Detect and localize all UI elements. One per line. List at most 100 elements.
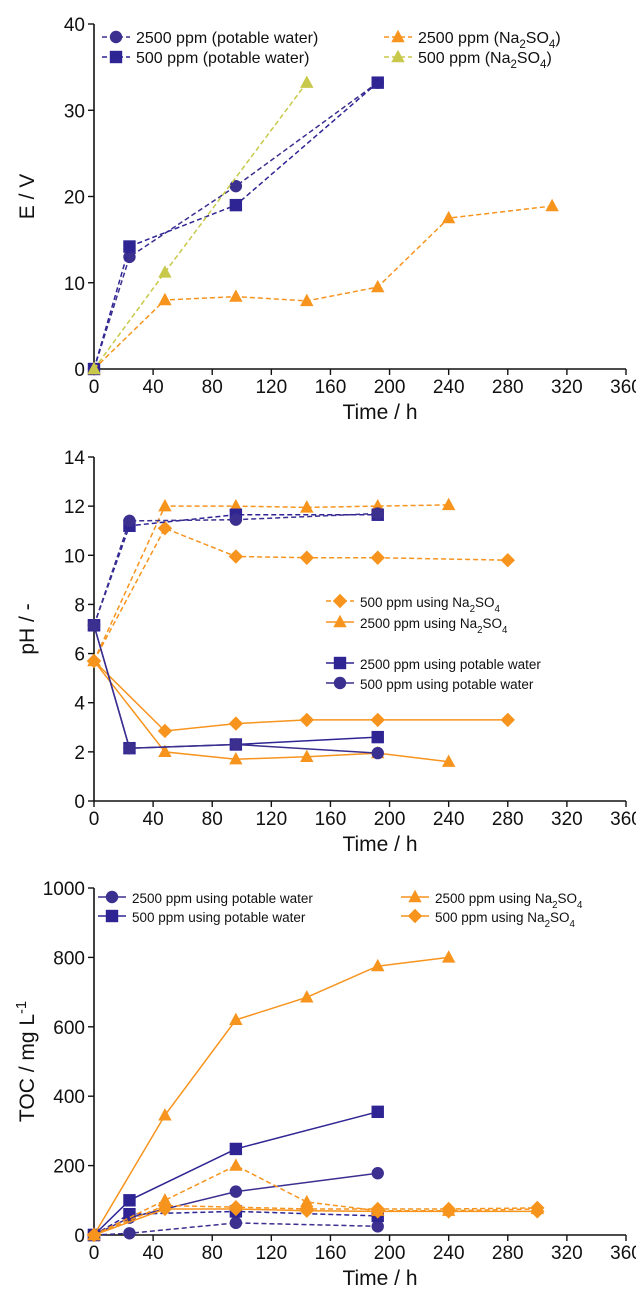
y-axis-title: TOC / mg L-1 [14, 1001, 39, 1122]
series-line [93, 82, 308, 370]
data-point [123, 1227, 136, 1240]
data-point [441, 1201, 456, 1217]
data-point [229, 498, 243, 512]
data-point [299, 712, 314, 728]
data-point [545, 198, 559, 212]
series-line [93, 625, 378, 754]
x-tick-label: 0 [89, 809, 100, 830]
legend-marker [391, 49, 405, 63]
data-point [158, 265, 172, 278]
legend-marker [391, 29, 405, 43]
data-point [371, 279, 385, 293]
x-tick-label: 280 [492, 809, 524, 830]
chart-2-series-2 [87, 497, 456, 767]
data-point [87, 361, 101, 375]
y-tick-label: 800 [53, 948, 85, 969]
x-tick-label: 120 [255, 377, 287, 398]
data-point [229, 198, 243, 212]
x-tick-label: 40 [143, 377, 164, 398]
x-tick-label: 160 [315, 1243, 347, 1264]
data-point [87, 619, 101, 632]
series-line [93, 1222, 378, 1236]
legend-marker [332, 593, 348, 609]
data-point [300, 749, 314, 762]
series-line [93, 512, 378, 626]
data-point [300, 75, 314, 88]
series-line [93, 660, 449, 763]
x-axis-title: Time / h [342, 1267, 417, 1290]
data-point [441, 754, 456, 767]
x-tick-label: 280 [492, 1243, 524, 1264]
x-tick-label: 40 [143, 809, 164, 830]
data-point [300, 990, 314, 1003]
data-point [300, 500, 314, 513]
data-point [229, 752, 243, 765]
data-point [229, 1142, 243, 1156]
data-point [228, 716, 244, 731]
x-tick-label: 120 [255, 1243, 287, 1264]
legend-label: 2500 ppm using potable water [132, 891, 313, 906]
y-tick-label: 40 [64, 15, 85, 36]
data-point [299, 550, 314, 565]
data-point [123, 1194, 136, 1207]
chart-2-axes: 0 40 80 120 160 200 240 280 320 360 0 2 4 6 8 10 12 14 Tim… [16, 448, 636, 856]
y-axis-title: E / V [16, 174, 39, 220]
series-line [93, 1164, 538, 1236]
series-line [93, 504, 449, 662]
chart-1-series-1 [87, 76, 384, 376]
y-tick-label: 400 [53, 1087, 85, 1108]
x-tick-label: 200 [374, 1243, 406, 1264]
data-point [300, 293, 314, 307]
y-tick-label: 30 [64, 101, 85, 122]
data-point [371, 1167, 384, 1180]
legend-label: 500 ppm using Na2SO4 [360, 595, 501, 615]
x-tick-label: 80 [202, 1243, 223, 1264]
data-point [157, 723, 173, 739]
x-tick-label: 360 [610, 377, 636, 398]
legend-label: 2500 ppm (Na2SO4) [418, 30, 561, 51]
legend-marker [105, 909, 119, 923]
y-tick-label: 10 [64, 274, 85, 295]
legend-marker [333, 614, 347, 628]
data-point [371, 958, 385, 972]
data-point [158, 498, 172, 512]
data-point [158, 744, 172, 758]
data-point [87, 653, 101, 667]
series-line [93, 1111, 378, 1236]
data-point [228, 549, 244, 564]
chart-1-series-3 [87, 198, 559, 375]
y-tick-label: 14 [64, 448, 86, 469]
data-point [123, 514, 136, 528]
series-line [93, 205, 553, 370]
series-line [93, 660, 508, 732]
y-tick-label: 0 [74, 792, 85, 813]
data-point [370, 1201, 385, 1217]
legend-label: 2500 ppm using Na2SO4 [360, 616, 508, 636]
data-point [229, 1216, 243, 1230]
data-point [157, 521, 173, 536]
x-tick-label: 280 [492, 377, 524, 398]
data-point [86, 1227, 102, 1243]
chart-1-series-4 [87, 75, 314, 375]
data-point [441, 497, 456, 511]
x-axis-title: Time / h [342, 833, 417, 856]
chart-3-axes: 0 40 80 120 160 200 240 280 320 360 0 200 400 600 800 1… [14, 879, 636, 1290]
x-tick-label: 200 [374, 377, 406, 398]
legend-label: 2500 ppm (potable water) [136, 30, 318, 47]
data-point [371, 1220, 384, 1233]
legend-label: 500 ppm (potable water) [136, 50, 309, 67]
series-line [93, 81, 379, 370]
x-tick-label: 120 [255, 809, 287, 830]
data-point [229, 1012, 243, 1026]
y-axis-title: pH / - [16, 603, 39, 654]
legend-marker [333, 676, 347, 690]
legend-marker [408, 889, 422, 903]
legend-label: 500 ppm using potable water [360, 677, 534, 692]
chart-2-series-4 [87, 507, 384, 760]
data-point [371, 746, 384, 760]
data-point [370, 550, 385, 565]
y-tick-label: 600 [53, 1018, 85, 1039]
legend-label: 500 ppm (Na2SO4) [418, 50, 552, 71]
